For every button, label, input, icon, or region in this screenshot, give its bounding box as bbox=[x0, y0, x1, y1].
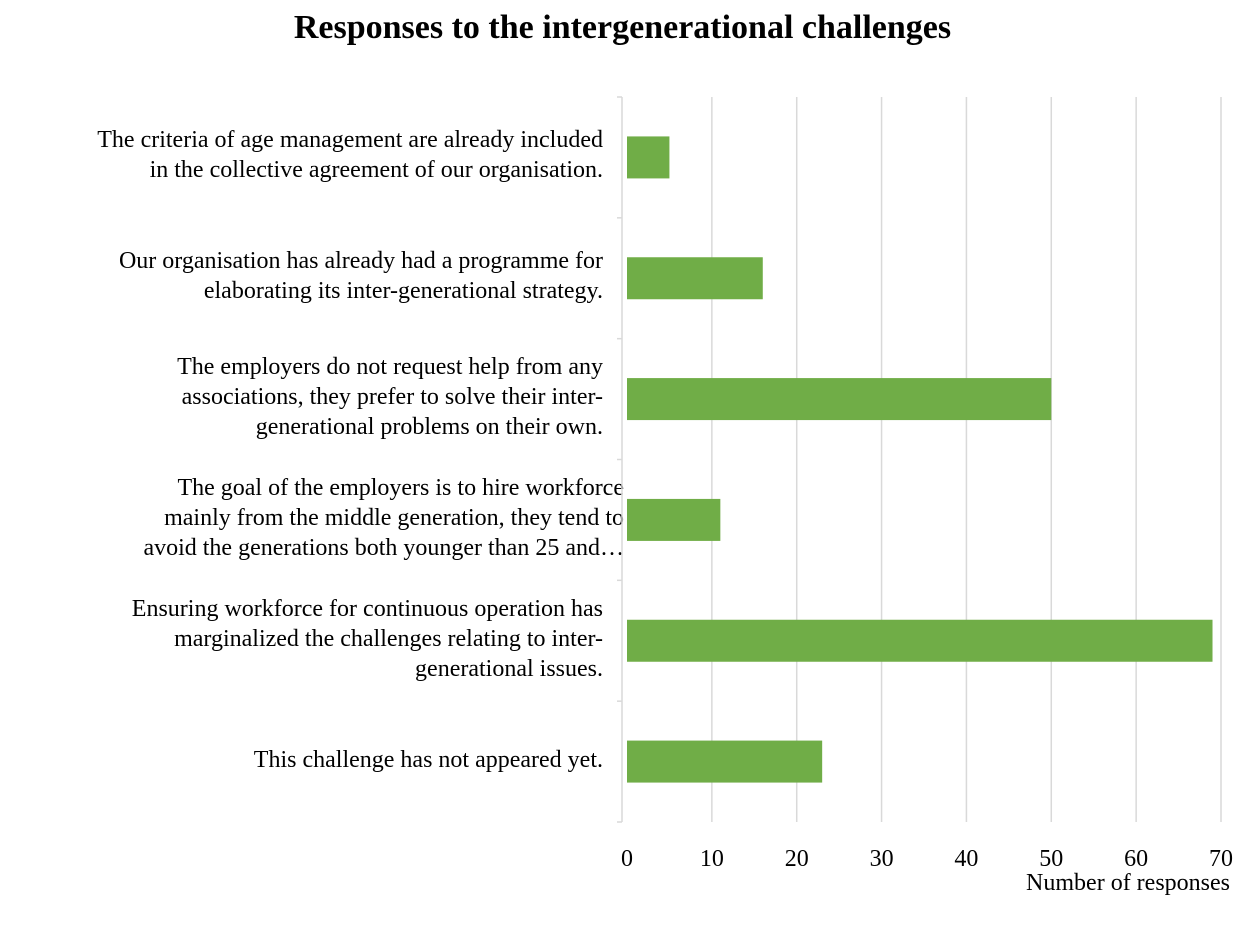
category-label: Our organisation has already had a progr… bbox=[118, 248, 603, 305]
bar bbox=[627, 619, 1213, 662]
category-label: The criteria of age management are alrea… bbox=[97, 127, 603, 184]
x-tick-label: 70 bbox=[1209, 846, 1233, 872]
x-axis-title: Number of responses bbox=[1026, 870, 1230, 896]
x-tick-label: 0 bbox=[621, 846, 633, 872]
chart-title: Responses to the intergenerational chall… bbox=[293, 9, 952, 46]
x-tick-label: 50 bbox=[1039, 846, 1063, 872]
x-tick-label: 10 bbox=[700, 846, 724, 872]
category-label: This challenge has not appeared yet. bbox=[253, 746, 603, 773]
category-label: The goal of the employers is to hire wor… bbox=[143, 474, 624, 561]
bar bbox=[627, 136, 670, 179]
bar bbox=[627, 257, 763, 300]
x-tick-label: 20 bbox=[785, 846, 809, 872]
x-tick-label: 40 bbox=[954, 846, 978, 872]
bar bbox=[627, 740, 823, 783]
x-tick-label: 60 bbox=[1124, 846, 1148, 872]
bar bbox=[627, 378, 1052, 421]
x-tick-label: 30 bbox=[870, 846, 894, 872]
category-label: Ensuring workforce for continuous operat… bbox=[131, 595, 603, 682]
category-label: The employers do not request help from a… bbox=[177, 354, 603, 441]
bar bbox=[627, 498, 721, 541]
